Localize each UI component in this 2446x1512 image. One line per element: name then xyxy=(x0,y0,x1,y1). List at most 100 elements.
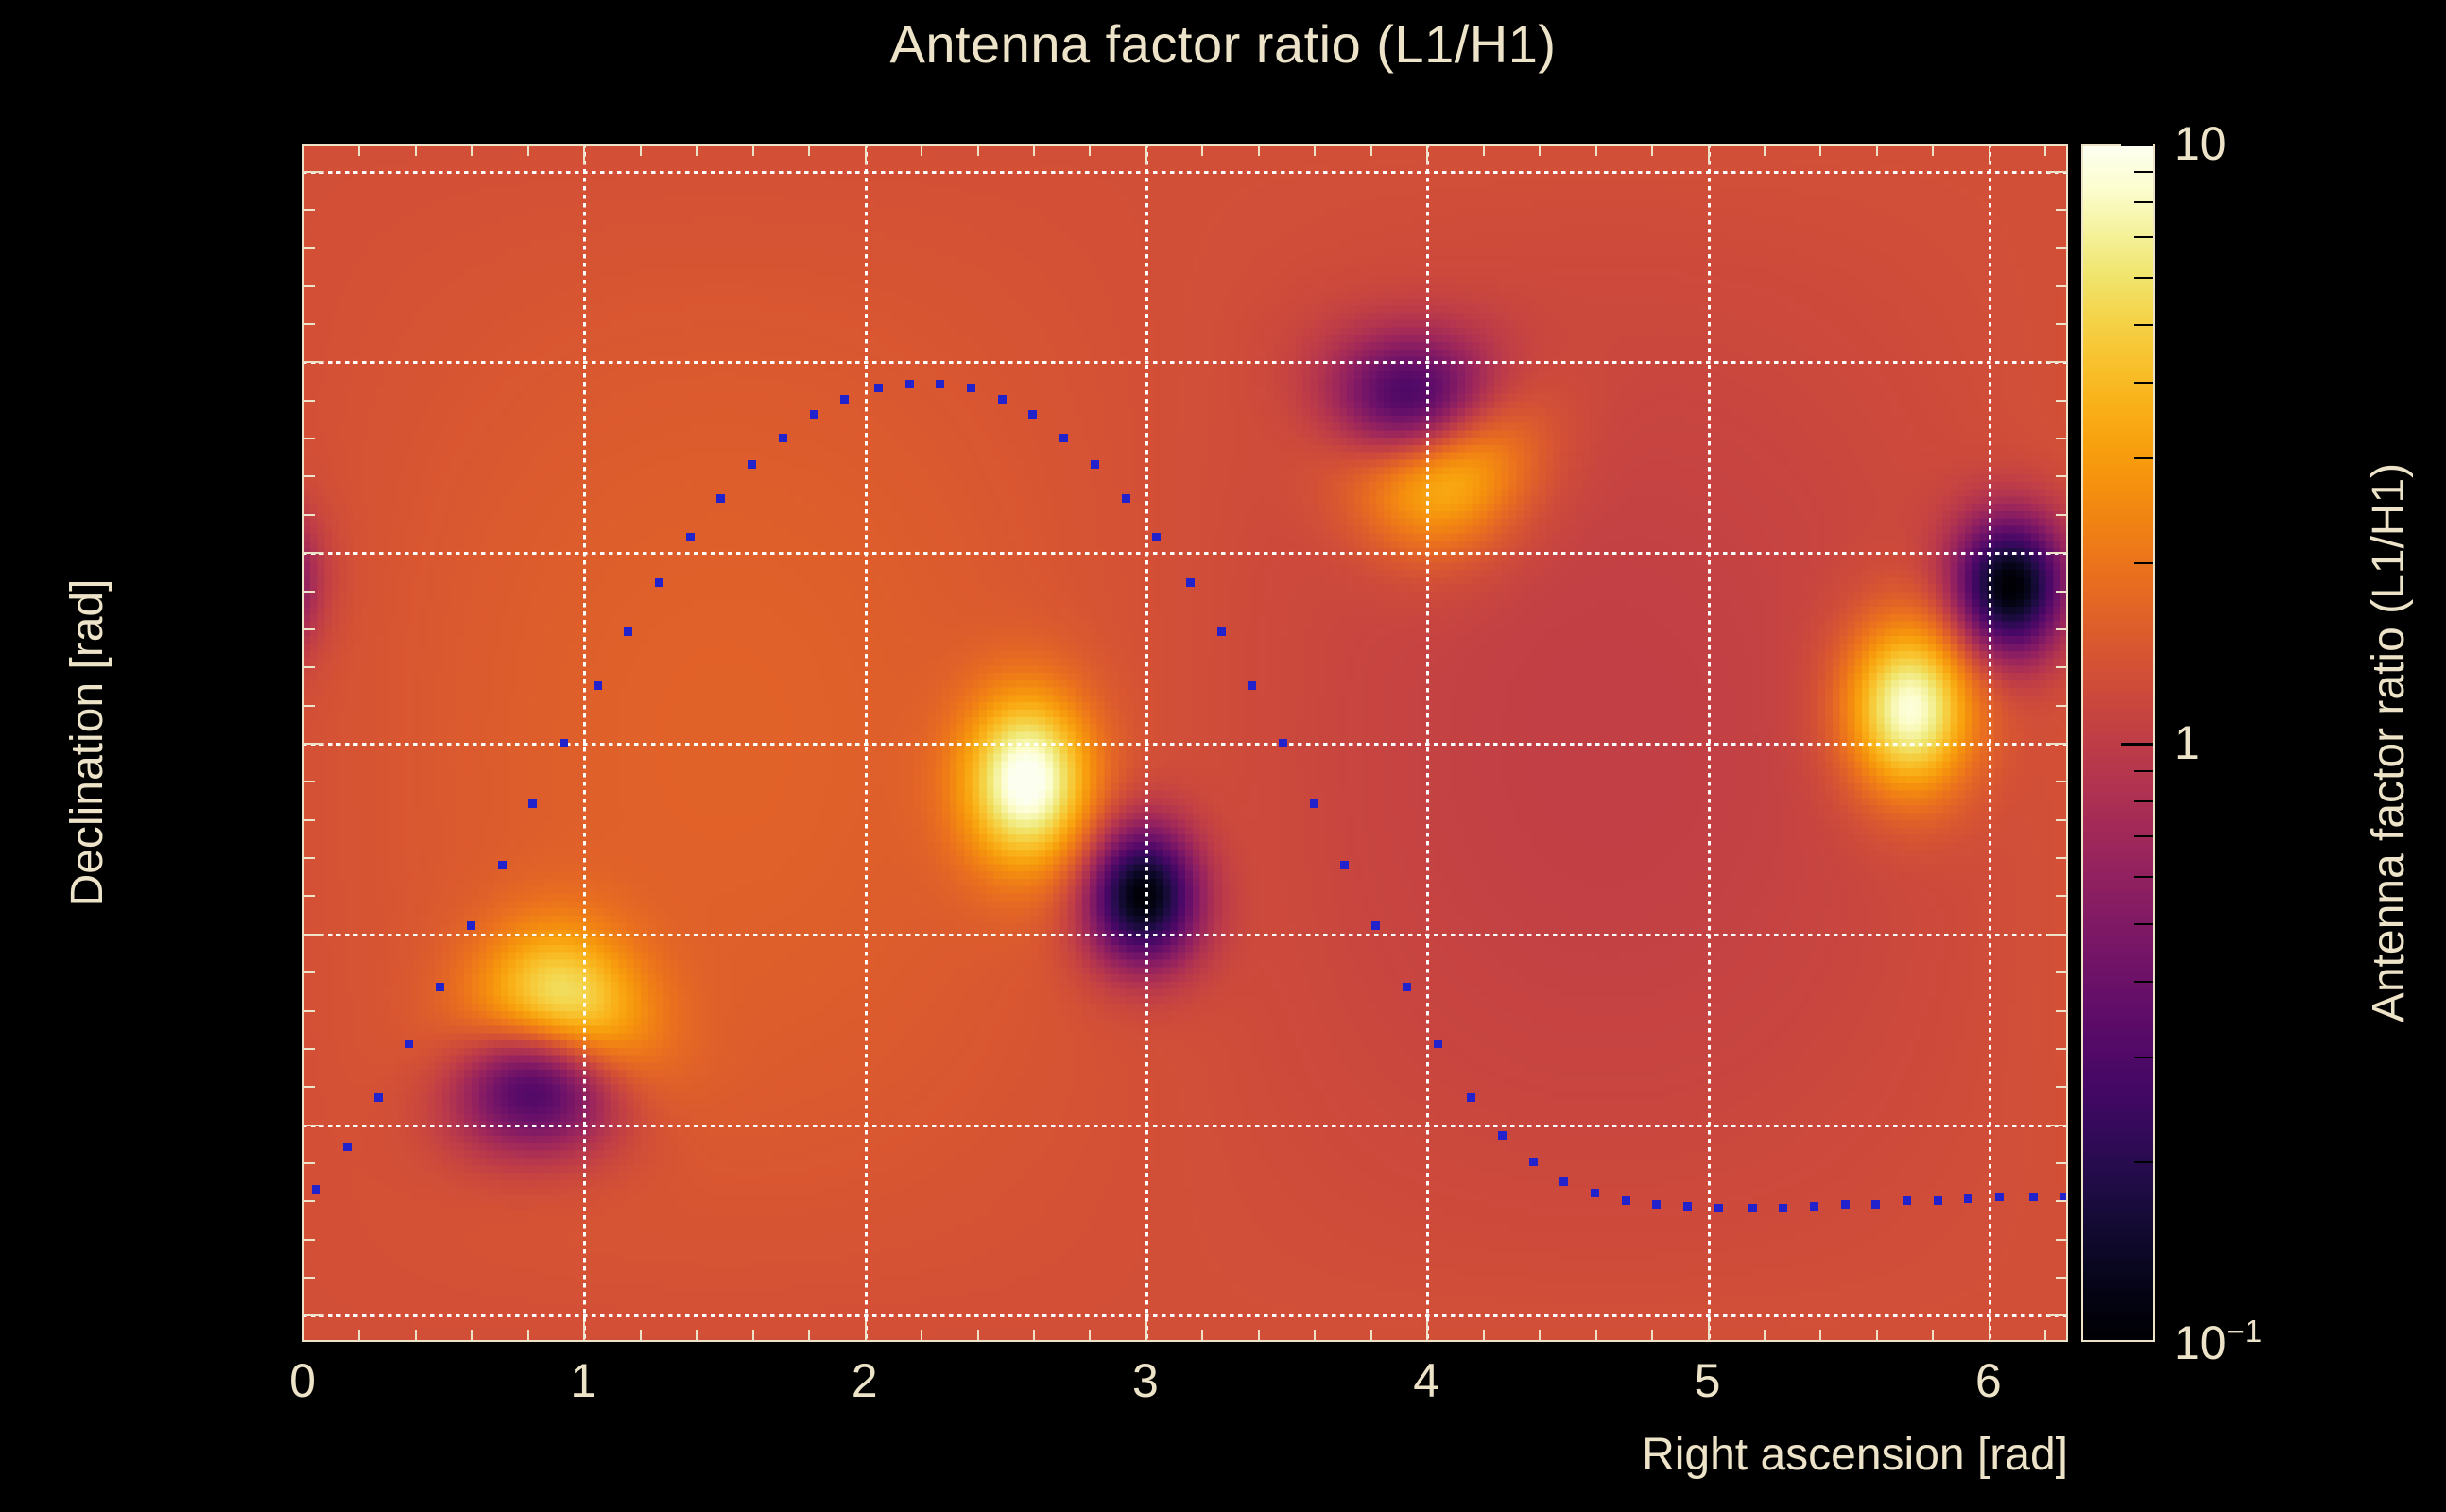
y-tick xyxy=(302,1124,323,1126)
colorbar-minor-tick xyxy=(2134,922,2153,925)
y-tick-right xyxy=(2047,933,2068,936)
y-tick-right xyxy=(2056,1277,2068,1280)
curve-marker xyxy=(1714,1203,1723,1212)
x-tick xyxy=(1594,1330,1597,1342)
x-tick xyxy=(1651,1330,1654,1342)
y-tick-right xyxy=(2047,552,2068,555)
curve-marker xyxy=(1309,799,1318,809)
y-tick-right xyxy=(2056,399,2068,402)
y-tick-right xyxy=(2056,1047,2068,1050)
y-tick xyxy=(302,1161,315,1164)
curve-marker xyxy=(1028,410,1038,420)
curve-marker xyxy=(1467,1092,1476,1102)
x-tick-top xyxy=(696,144,698,156)
y-tick xyxy=(302,552,323,555)
curve-marker xyxy=(809,410,818,420)
x-tick xyxy=(583,1321,586,1342)
curve-marker xyxy=(1402,982,1411,991)
y-tick xyxy=(302,627,315,630)
y-tick-right xyxy=(2056,323,2068,326)
x-tick xyxy=(1201,1330,1204,1342)
x-tick-top xyxy=(414,144,417,156)
x-tick-top xyxy=(1707,144,1710,164)
curve-marker xyxy=(1933,1195,1942,1205)
curve-marker xyxy=(997,395,1007,404)
curve-marker xyxy=(1591,1188,1600,1197)
curve-marker xyxy=(405,1040,414,1049)
y-tick-right xyxy=(2056,971,2068,974)
colorbar-label-top: 10 xyxy=(2174,117,2227,170)
curve-marker xyxy=(1371,921,1381,931)
y-tick-right xyxy=(2056,475,2068,478)
y-tick-right xyxy=(2047,743,2068,745)
y-tick-right xyxy=(2056,1238,2068,1241)
y-tick xyxy=(302,971,315,974)
curve-marker xyxy=(1528,1158,1538,1167)
curve-marker xyxy=(873,384,883,393)
y-tick-right xyxy=(2056,284,2068,287)
x-tick xyxy=(921,1330,923,1342)
y-tick-right xyxy=(2056,781,2068,783)
y-tick-right xyxy=(2056,1086,2068,1089)
colorbar-minor-tick xyxy=(2134,236,2153,239)
x-tick xyxy=(751,1330,754,1342)
x-tick-label: 2 xyxy=(851,1354,878,1407)
y-tick xyxy=(302,208,315,211)
colorbar-minor-tick xyxy=(2134,875,2153,878)
x-tick-top xyxy=(526,144,529,156)
y-tick-right xyxy=(2056,627,2068,630)
curve-marker xyxy=(559,738,568,747)
colorbar-title: Antenna factor ratio (L1/H1) xyxy=(2364,462,2414,1023)
x-tick-top xyxy=(751,144,754,156)
x-tick xyxy=(1257,1330,1260,1342)
colorbar-major-tick xyxy=(2121,144,2153,146)
x-tick-top xyxy=(1369,144,1372,156)
x-tick xyxy=(1539,1330,1542,1342)
y-tick xyxy=(302,399,315,402)
curve-marker xyxy=(936,380,945,389)
y-tick-right xyxy=(2056,704,2068,707)
x-tick-top xyxy=(1594,144,1597,156)
x-tick xyxy=(1988,1321,1990,1342)
curve-marker xyxy=(1621,1195,1630,1205)
curve-marker xyxy=(1809,1201,1818,1211)
curve-marker xyxy=(1840,1199,1850,1209)
heatmap-plot-area xyxy=(302,144,2068,1342)
curve-marker xyxy=(655,577,664,587)
curve-marker xyxy=(1871,1199,1881,1209)
y-tick xyxy=(302,781,315,783)
x-tick xyxy=(1145,1321,1147,1342)
x-tick-label: 1 xyxy=(570,1354,597,1407)
x-tick-label: 4 xyxy=(1413,1354,1440,1407)
x-tick-top xyxy=(302,144,304,164)
y-tick-right xyxy=(2056,1009,2068,1012)
x-tick xyxy=(1932,1330,1935,1342)
colorbar-label-mid: 1 xyxy=(2174,716,2200,769)
x-tick-top xyxy=(583,144,586,164)
colorbar-minor-tick xyxy=(2134,800,2153,803)
x-tick xyxy=(1819,1330,1822,1342)
y-tick-right xyxy=(2056,513,2068,516)
x-tick-label: 5 xyxy=(1694,1354,1721,1407)
colorbar-minor-tick xyxy=(2134,201,2153,204)
x-tick-top xyxy=(471,144,474,156)
colorbar-label-bottom-exponent: −1 xyxy=(2226,1314,2263,1349)
x-tick xyxy=(1707,1321,1710,1342)
x-tick xyxy=(1426,1321,1429,1342)
x-tick xyxy=(526,1330,529,1342)
y-tick xyxy=(302,704,315,707)
x-tick xyxy=(1032,1330,1035,1342)
x-tick-top xyxy=(1763,144,1766,156)
curve-marker xyxy=(967,384,976,393)
colorbar-minor-tick xyxy=(2134,562,2153,565)
x-tick-top xyxy=(976,144,979,156)
curve-marker xyxy=(343,1143,353,1152)
x-tick xyxy=(1089,1330,1092,1342)
x-tick-top xyxy=(1482,144,1485,156)
curve-marker xyxy=(593,680,602,690)
x-tick-top xyxy=(1819,144,1822,156)
x-tick-top xyxy=(1875,144,1878,156)
y-axis-title: Declination [rad] xyxy=(62,578,112,907)
curve-marker xyxy=(1559,1177,1569,1186)
y-tick-right xyxy=(2047,170,2068,173)
